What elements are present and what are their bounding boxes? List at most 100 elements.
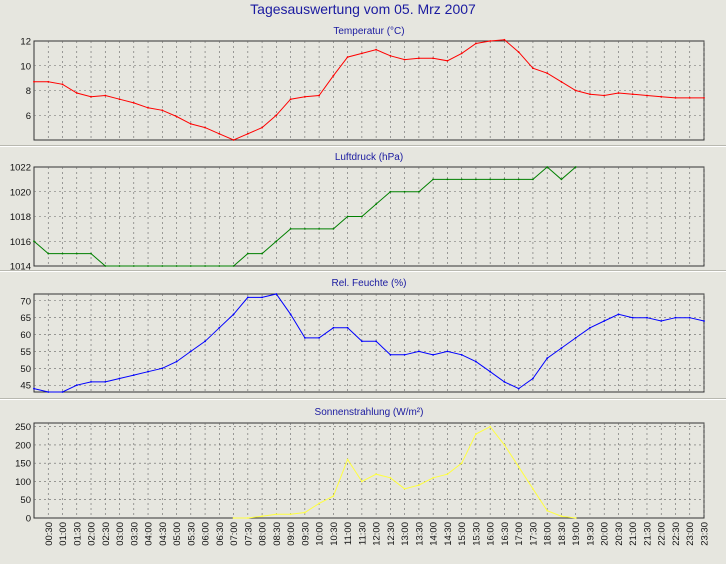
data-point	[175, 115, 178, 118]
data-point	[104, 381, 107, 383]
x-tick-label: 08:00	[258, 522, 269, 546]
data-point	[546, 357, 549, 360]
data-point	[403, 58, 406, 61]
data-point	[246, 252, 249, 255]
x-tick-label: 09:30	[300, 522, 311, 546]
x-tick-label: 06:30	[215, 522, 226, 546]
data-point	[574, 337, 577, 339]
x-tick-label: 15:00	[457, 522, 468, 546]
data-point	[389, 476, 392, 479]
y-tick-label: 65	[20, 313, 31, 324]
data-point	[475, 178, 477, 181]
y-tick-label: 12	[20, 37, 31, 48]
series-line	[33, 293, 705, 393]
y-tick-label: 45	[20, 381, 31, 392]
data-point	[589, 326, 591, 329]
data-point	[418, 190, 420, 193]
data-point	[61, 391, 64, 393]
data-point	[389, 190, 392, 193]
data-point	[432, 57, 434, 60]
chart-panel-3: Rel. Feuchte (%) 45 50 55 60 65 70	[20, 278, 705, 393]
x-tick-label: 19:00	[571, 522, 582, 546]
data-point	[403, 353, 406, 356]
data-point	[460, 462, 463, 465]
data-point	[61, 83, 64, 86]
data-point	[261, 515, 263, 518]
data-point	[503, 178, 506, 181]
data-point	[218, 265, 221, 267]
data-point	[346, 326, 349, 329]
data-point	[175, 265, 178, 267]
data-point	[346, 215, 349, 218]
data-point	[218, 326, 221, 329]
data-point	[246, 132, 249, 135]
x-tick-label: 01:30	[72, 522, 83, 546]
data-point	[546, 166, 549, 168]
data-point	[532, 178, 534, 181]
x-tick-label: 05:30	[186, 522, 197, 546]
data-point	[332, 74, 335, 77]
data-point	[418, 57, 420, 60]
data-point	[275, 513, 278, 516]
data-point	[346, 458, 349, 461]
y-tick-label: 1020	[10, 187, 31, 198]
data-point	[147, 265, 149, 267]
x-tick-label: 19:30	[586, 522, 597, 546]
data-point	[574, 517, 577, 519]
x-tick-label: 02:00	[87, 522, 98, 546]
y-tick-label: 0	[26, 514, 31, 525]
data-point	[646, 316, 648, 319]
data-point	[261, 296, 263, 299]
x-tick-label: 02:30	[101, 522, 112, 546]
chart-title: Temperatur (°C)	[333, 26, 404, 37]
data-point	[460, 178, 463, 181]
data-point	[560, 515, 563, 518]
y-tick-label: 100	[15, 477, 31, 488]
x-tick-label: 11:30	[357, 522, 368, 545]
data-point	[603, 94, 606, 97]
y-tick-label: 60	[20, 330, 31, 341]
data-point	[489, 425, 492, 428]
data-point	[560, 347, 563, 349]
data-point	[517, 178, 520, 181]
y-tick-label: 200	[15, 440, 31, 451]
x-tick-label: 16:00	[486, 522, 497, 546]
data-point	[132, 102, 135, 104]
data-point	[460, 52, 463, 55]
x-tick-label: 11:00	[343, 522, 354, 545]
data-point	[275, 240, 278, 243]
data-point	[475, 42, 477, 45]
y-tick-label: 50	[20, 364, 31, 375]
x-tick-label: 18:30	[557, 522, 568, 546]
x-tick-label: 00:30	[44, 522, 55, 546]
data-point	[75, 384, 78, 387]
data-point	[346, 56, 349, 58]
data-point	[90, 95, 92, 98]
data-point	[646, 94, 648, 97]
data-point	[33, 240, 35, 243]
x-tick-label: 22:30	[671, 522, 682, 546]
data-point	[275, 114, 278, 117]
data-point	[232, 517, 235, 519]
data-point	[232, 313, 235, 316]
data-point	[275, 293, 278, 295]
data-point	[361, 52, 363, 55]
x-tick-label: 13:00	[400, 522, 411, 546]
data-point	[246, 517, 249, 519]
data-point	[75, 252, 78, 255]
x-tick-label: 10:30	[329, 522, 340, 546]
chart-title: Luftdruck (hPa)	[335, 152, 403, 163]
data-point	[403, 487, 406, 490]
data-point	[361, 480, 363, 483]
data-point	[47, 80, 50, 83]
chart-panel-1: Temperatur (°C) 6 8 10 12	[20, 26, 705, 141]
x-tick-label: 01:00	[58, 522, 69, 546]
data-point	[161, 109, 164, 112]
data-point	[132, 374, 135, 376]
data-point	[674, 316, 677, 319]
data-point	[204, 126, 207, 129]
data-point	[289, 98, 292, 101]
data-point	[33, 80, 35, 83]
data-point	[375, 340, 377, 343]
